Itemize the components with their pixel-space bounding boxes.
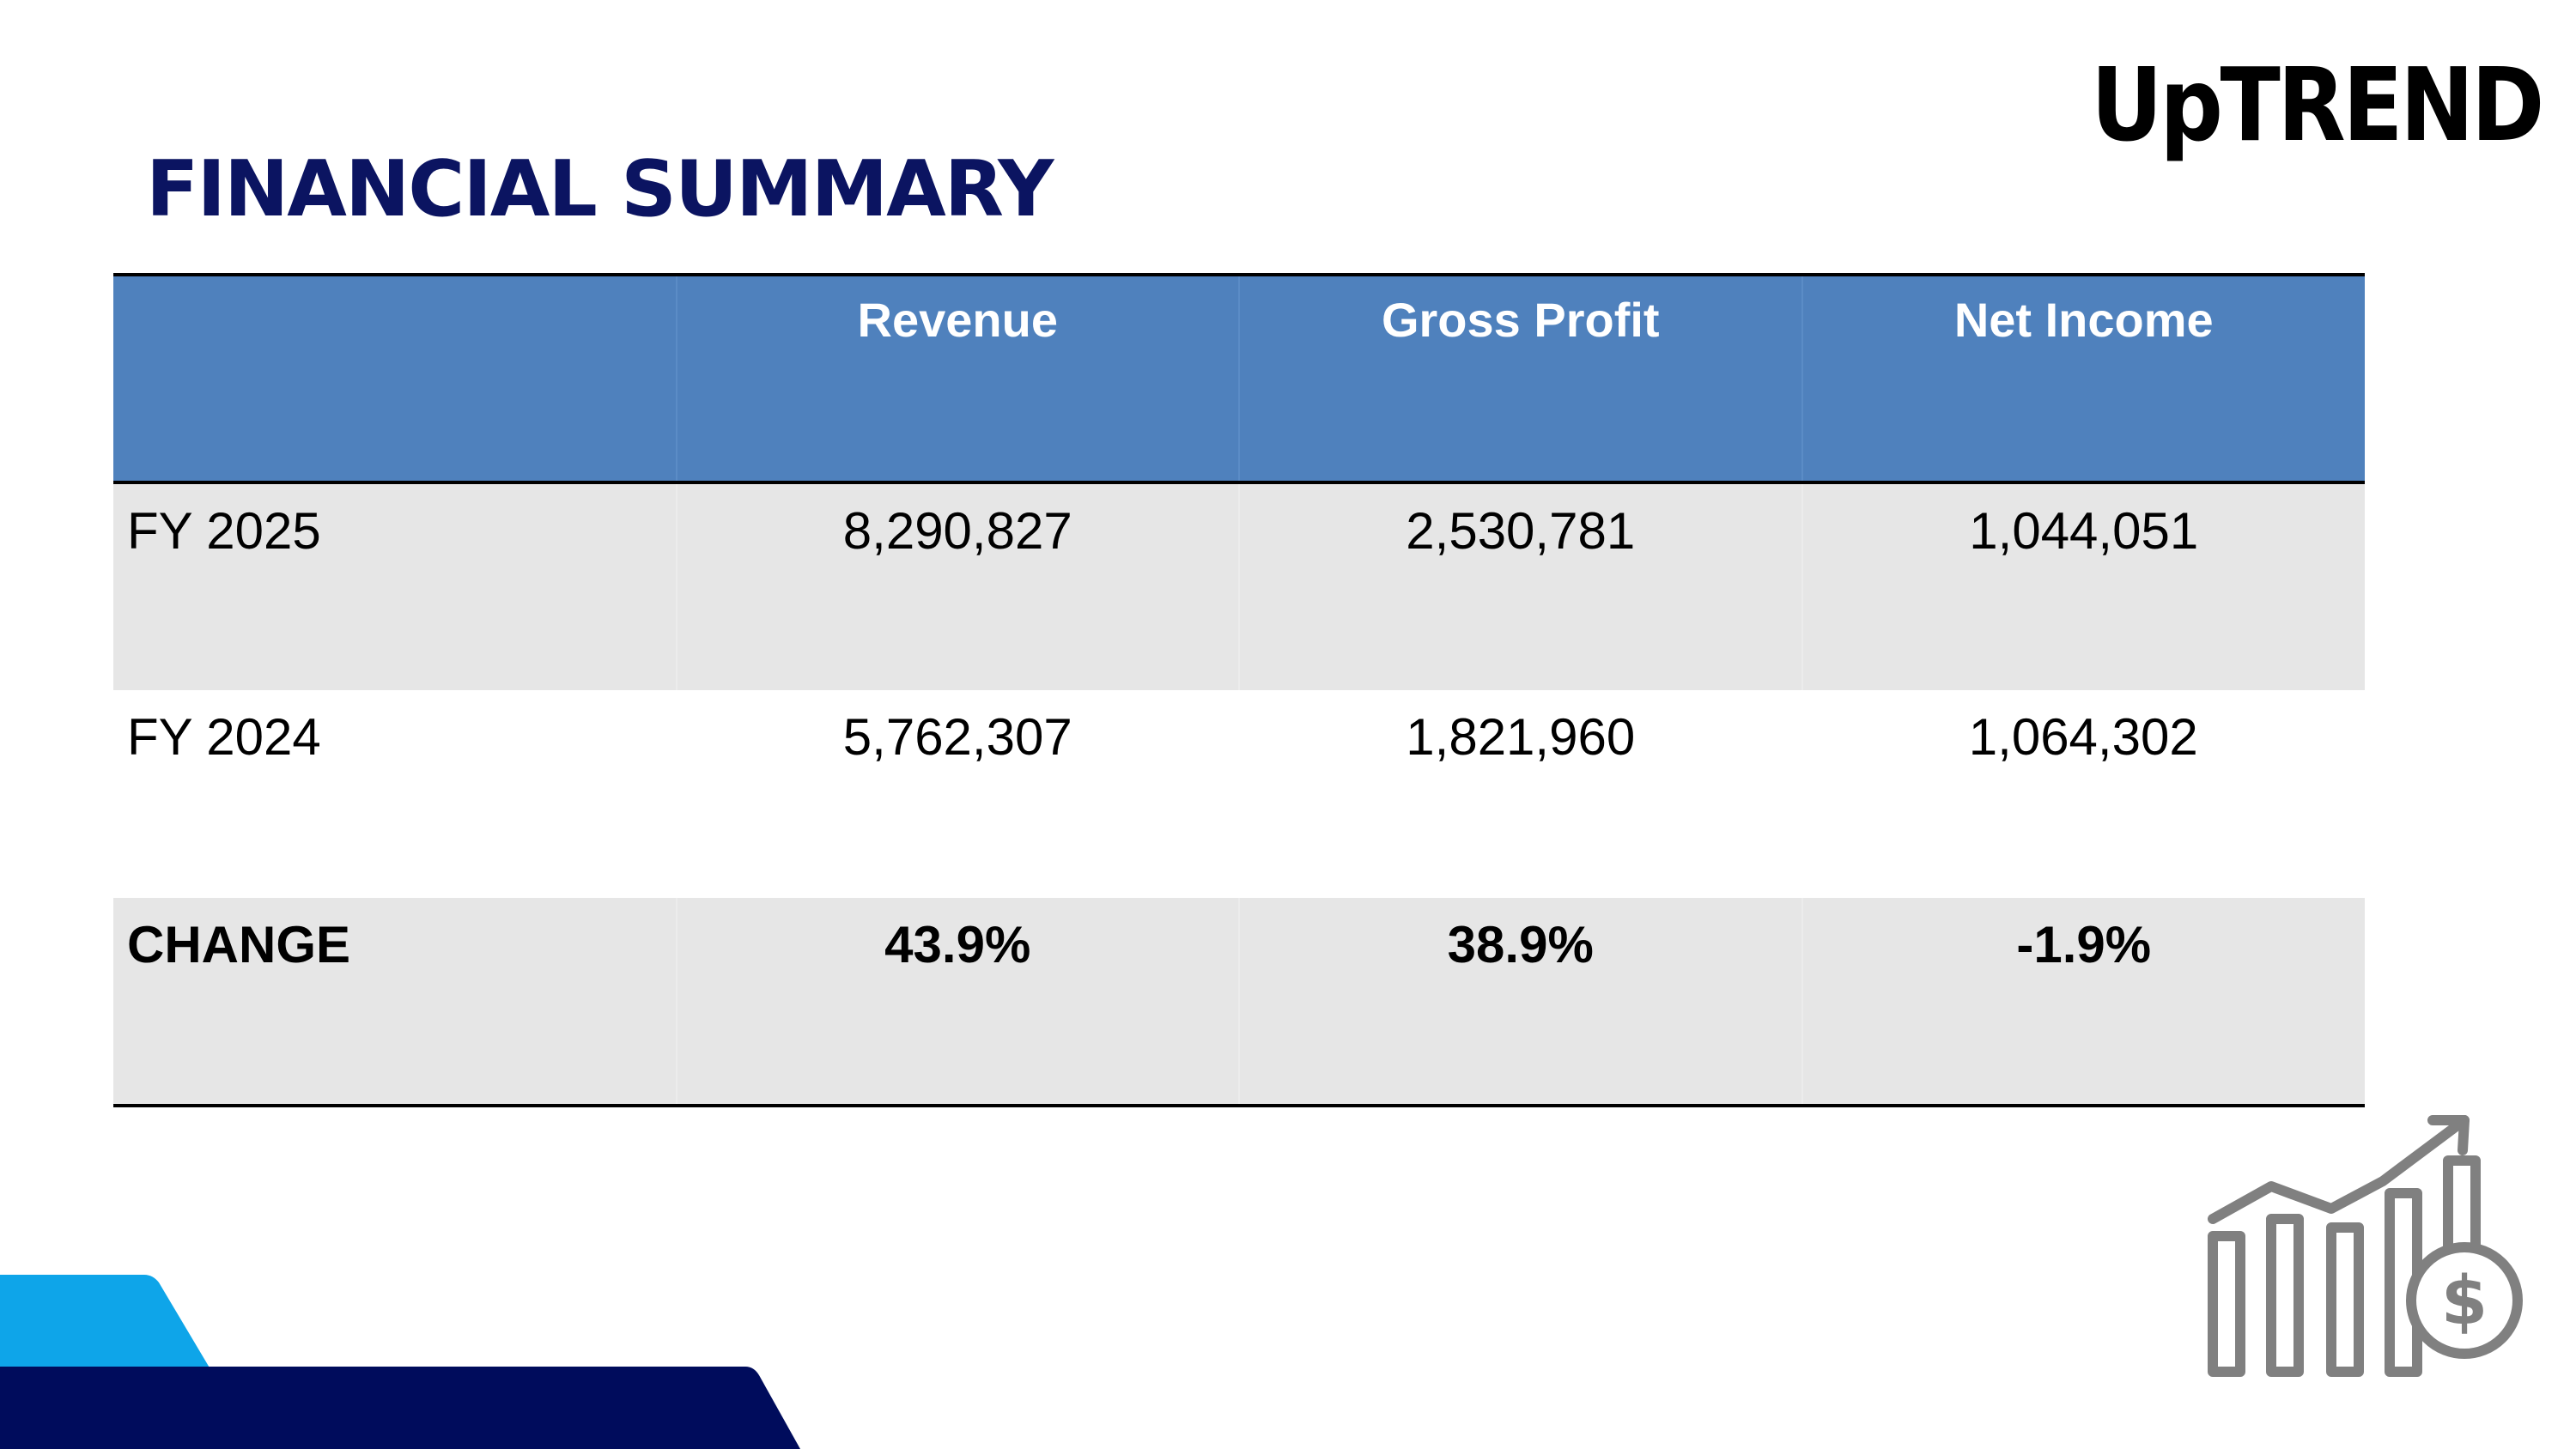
bar-chart-dollar-growth-icon: $ <box>2208 1115 2523 1377</box>
revenue-value: 8,290,827 <box>675 482 1239 690</box>
footer-accent-dark <box>0 1367 800 1449</box>
footer-accent-light <box>0 1275 213 1373</box>
icon-dollar-coin <box>2406 1242 2523 1359</box>
icon-bar-3 <box>2326 1222 2364 1377</box>
column-header-blank <box>113 273 677 484</box>
column-header-net-income: Net Income <box>1801 273 2365 484</box>
gross-profit-value: 1,821,960 <box>1239 690 1802 898</box>
revenue-value: 5,762,307 <box>676 690 1239 898</box>
revenue-change-value: 43.9% <box>675 898 1239 1107</box>
row-label: FY 2024 <box>113 690 677 898</box>
row-label: FY 2025 <box>113 482 677 690</box>
table-row-change: CHANGE 43.9% 38.9% -1.9% <box>113 898 2365 1107</box>
table-row-fy2025: FY 2025 8,290,827 2,530,781 1,044,051 <box>113 482 2365 690</box>
page-title: FINANCIAL SUMMARY <box>146 144 1054 234</box>
row-label: CHANGE <box>113 898 677 1107</box>
icon-trend-line <box>2208 1115 2470 1224</box>
table-header-row: Revenue Gross Profit Net Income <box>113 273 2365 484</box>
decorative-footer-shapes <box>0 1275 800 1449</box>
gross-profit-change-value: 38.9% <box>1238 898 1802 1107</box>
financial-summary-table: Revenue Gross Profit Net Income FY 2025 … <box>113 273 2365 1107</box>
logo-text: UpTREND <box>2091 50 2542 164</box>
icon-trend-arrow <box>2427 1115 2470 1155</box>
gross-profit-value: 2,530,781 <box>1238 482 1802 690</box>
icon-bar-2 <box>2266 1214 2304 1377</box>
dollar-icon: $ <box>2441 1263 2488 1340</box>
column-header-gross-profit: Gross Profit <box>1238 273 1802 484</box>
net-income-value: 1,044,051 <box>1801 482 2365 690</box>
net-income-value: 1,064,302 <box>1801 690 2365 898</box>
column-header-revenue: Revenue <box>675 273 1239 484</box>
table-row-fy2024: FY 2024 5,762,307 1,821,960 1,064,302 <box>113 690 2365 898</box>
uptrend-logo: UpTREND <box>2091 50 2545 164</box>
net-income-change-value: -1.9% <box>1801 898 2365 1107</box>
icon-bar-1 <box>2208 1231 2245 1377</box>
